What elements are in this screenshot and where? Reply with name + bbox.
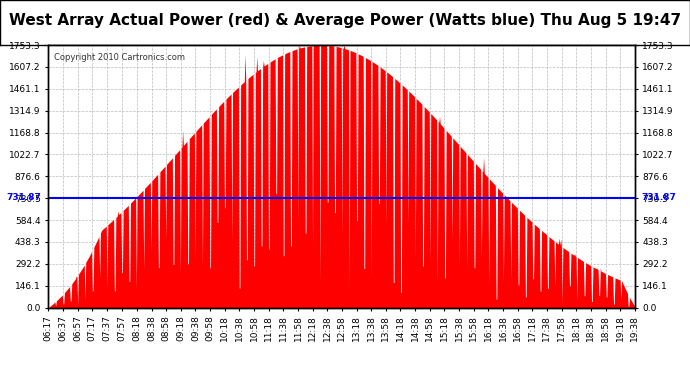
Text: West Array Actual Power (red) & Average Power (Watts blue) Thu Aug 5 19:47: West Array Actual Power (red) & Average … xyxy=(9,13,681,28)
Text: 731.87: 731.87 xyxy=(6,194,41,202)
Text: 731.87: 731.87 xyxy=(642,194,677,202)
Text: Copyright 2010 Cartronics.com: Copyright 2010 Cartronics.com xyxy=(55,53,185,62)
